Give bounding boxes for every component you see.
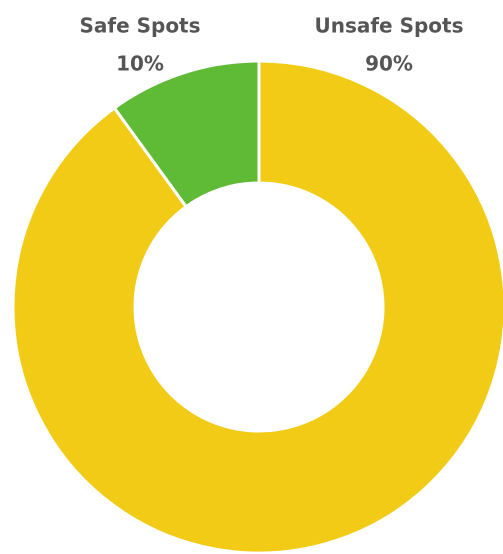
- segment-value-label: 10%: [116, 52, 164, 76]
- segment-value-label: 90%: [365, 52, 413, 76]
- donut-segment: [112, 59, 261, 209]
- segment-label: Unsafe Spots: [314, 14, 463, 38]
- donut-segment: [11, 59, 503, 554]
- segment-label: Safe Spots: [79, 14, 200, 38]
